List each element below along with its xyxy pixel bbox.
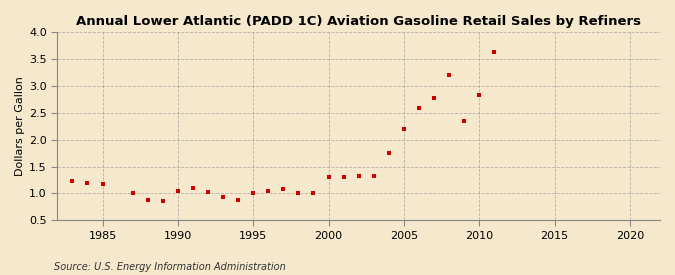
Y-axis label: Dollars per Gallon: Dollars per Gallon [15,76,25,176]
Title: Annual Lower Atlantic (PADD 1C) Aviation Gasoline Retail Sales by Refiners: Annual Lower Atlantic (PADD 1C) Aviation… [76,15,641,28]
Text: Source: U.S. Energy Information Administration: Source: U.S. Energy Information Administ… [54,262,286,272]
